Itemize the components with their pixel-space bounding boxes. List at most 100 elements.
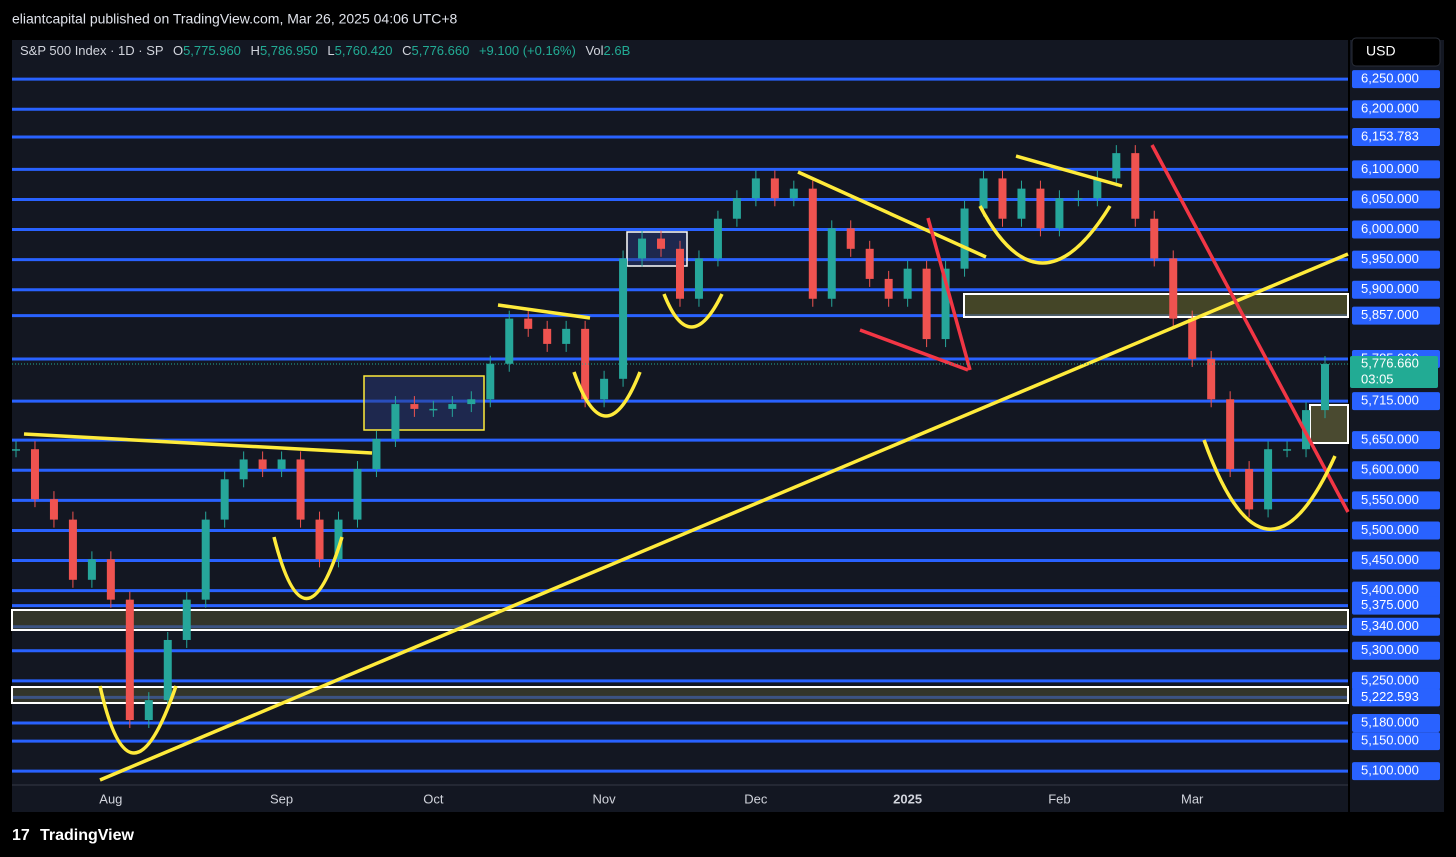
key: L bbox=[327, 43, 334, 58]
currency[interactable]: USD bbox=[1366, 43, 1396, 59]
level-tag bbox=[1352, 461, 1440, 480]
level-tag bbox=[1352, 220, 1440, 239]
level-tag bbox=[1352, 392, 1440, 411]
y-tick-label: 5,150.000 bbox=[1361, 733, 1419, 748]
y-tick-label: 5,100.000 bbox=[1361, 763, 1419, 778]
candle bbox=[770, 178, 779, 199]
countdown: 03:05 bbox=[1361, 371, 1394, 386]
value: 5,775.960 bbox=[183, 43, 241, 58]
zone bbox=[1309, 404, 1349, 444]
trendline bbox=[23, 432, 373, 455]
y-tick-label: 5,600.000 bbox=[1361, 462, 1419, 477]
level-tag bbox=[1352, 431, 1440, 450]
candle bbox=[1264, 449, 1273, 510]
y-tick-label: 5,340.000 bbox=[1361, 618, 1419, 633]
candle bbox=[410, 404, 419, 409]
key: O bbox=[173, 43, 183, 58]
y-tick-label: 5,375.000 bbox=[1361, 597, 1419, 612]
y-tick-label: 6,100.000 bbox=[1361, 161, 1419, 176]
key: Vol bbox=[585, 43, 603, 58]
candle bbox=[675, 248, 684, 299]
y-tick-label: 6,000.000 bbox=[1361, 221, 1419, 236]
last-price: 5,776.660 bbox=[1361, 355, 1419, 370]
value: 5,786.950 bbox=[260, 43, 318, 58]
level-tag bbox=[1352, 714, 1440, 733]
candle bbox=[1226, 399, 1235, 470]
candle bbox=[941, 268, 950, 340]
candle bbox=[960, 208, 969, 269]
candle bbox=[713, 218, 722, 259]
y-tick-label: 5,857.000 bbox=[1361, 307, 1419, 322]
level-tag bbox=[1352, 762, 1440, 781]
candle bbox=[1321, 363, 1329, 411]
legend: S&P 500 Index · 1D · SP O5,775.960 H5,78… bbox=[20, 43, 630, 58]
y-tick-label: 5,550.000 bbox=[1361, 492, 1419, 507]
zone bbox=[363, 375, 485, 431]
level-tag bbox=[1352, 641, 1440, 660]
level-tag bbox=[1352, 280, 1440, 299]
y-tick-label: 5,715.000 bbox=[1361, 393, 1419, 408]
level-tag bbox=[1352, 306, 1440, 325]
y-tick-label: 6,153.783 bbox=[1361, 128, 1419, 143]
x-tick-label: Sep bbox=[270, 791, 293, 806]
candle bbox=[1169, 258, 1178, 319]
logo: 17 bbox=[12, 827, 30, 844]
trendline bbox=[497, 303, 591, 320]
level-tag bbox=[1352, 491, 1440, 510]
candle bbox=[1188, 318, 1197, 359]
candle bbox=[353, 469, 362, 520]
y-tick-label: 5,180.000 bbox=[1361, 714, 1419, 729]
currency-button[interactable] bbox=[1351, 37, 1441, 67]
candle bbox=[12, 449, 20, 451]
candle bbox=[1245, 469, 1254, 510]
candle bbox=[600, 378, 609, 400]
x-tick-label: Feb bbox=[1048, 791, 1070, 806]
y-tick-label: 5,900.000 bbox=[1361, 281, 1419, 296]
symbol: S&P 500 Index · 1D · SP bbox=[20, 43, 163, 58]
candle bbox=[979, 178, 988, 209]
level-tag bbox=[1352, 617, 1440, 636]
candle bbox=[751, 178, 760, 199]
candle bbox=[524, 318, 533, 329]
key: C bbox=[402, 43, 411, 58]
candle bbox=[1131, 153, 1140, 219]
candle bbox=[998, 178, 1007, 219]
candle bbox=[1112, 153, 1121, 179]
x-tick-label: Nov bbox=[593, 791, 617, 806]
trendline bbox=[797, 170, 987, 259]
y-tick-label: 5,500.000 bbox=[1361, 522, 1419, 537]
publisher: eliantcapital published on TradingView.c… bbox=[12, 11, 458, 27]
trendline bbox=[859, 328, 969, 372]
candle bbox=[125, 599, 134, 721]
level-tag bbox=[1352, 551, 1440, 570]
level-tag bbox=[1352, 671, 1440, 690]
candle bbox=[315, 519, 324, 560]
candle bbox=[903, 268, 912, 299]
zone bbox=[11, 686, 1349, 704]
arc bbox=[572, 371, 642, 418]
key: H bbox=[251, 43, 260, 58]
candle bbox=[68, 519, 77, 580]
candle bbox=[391, 404, 400, 439]
candle bbox=[562, 328, 571, 344]
candle bbox=[1055, 198, 1064, 229]
candle bbox=[372, 438, 381, 470]
candle bbox=[334, 519, 343, 560]
y-tick-label: 6,050.000 bbox=[1361, 191, 1419, 206]
candle bbox=[258, 459, 267, 470]
candle bbox=[619, 258, 628, 379]
trendline bbox=[99, 252, 1349, 782]
value: 5,760.420 bbox=[335, 43, 393, 58]
candle bbox=[846, 228, 855, 249]
candle bbox=[1093, 178, 1102, 199]
brand: TradingView bbox=[40, 827, 135, 844]
candle bbox=[1207, 358, 1216, 400]
candle bbox=[865, 248, 874, 279]
candle bbox=[163, 639, 172, 701]
candle bbox=[277, 459, 286, 470]
candle bbox=[543, 328, 552, 344]
x-tick-label: 2025 bbox=[893, 791, 922, 806]
candle bbox=[486, 363, 495, 400]
drawings bbox=[23, 144, 1350, 782]
y-tick-label: 6,250.000 bbox=[1361, 71, 1419, 86]
